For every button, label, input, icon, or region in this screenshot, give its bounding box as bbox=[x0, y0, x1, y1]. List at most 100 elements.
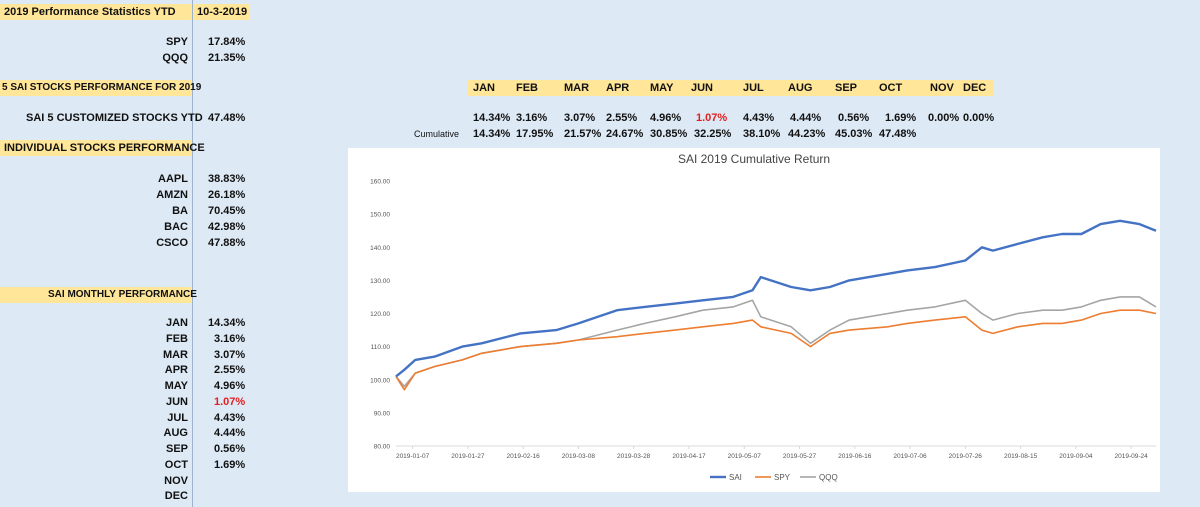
month-header: DEC bbox=[963, 82, 987, 94]
y-tick-label: 110.00 bbox=[371, 344, 391, 351]
month-label: APR bbox=[164, 364, 188, 376]
y-tick-label: 150.00 bbox=[370, 212, 390, 219]
stock-label: AAPL bbox=[158, 173, 188, 185]
stock-label: BA bbox=[172, 205, 188, 217]
x-tick-label: 2019-02-16 bbox=[507, 453, 541, 460]
month-label: MAR bbox=[162, 349, 188, 361]
month-header: APR bbox=[606, 82, 630, 94]
column-divider bbox=[192, 0, 193, 507]
chart-svg: SAI 2019 Cumulative Return 80.00 90.00 100.… bbox=[370, 152, 1157, 482]
month-header: MAY bbox=[650, 82, 674, 94]
stock-value: 38.83% bbox=[208, 173, 246, 185]
cumulative-cell: 30.85% bbox=[650, 128, 688, 140]
y-tick-label: 140.00 bbox=[370, 245, 390, 252]
monthly-return-cell: 2.55% bbox=[606, 112, 638, 124]
monthly-return-cell: 0.00% bbox=[928, 112, 960, 124]
month-label: JAN bbox=[165, 317, 188, 329]
monthly-return-cell: 4.43% bbox=[743, 112, 775, 124]
x-tick-label: 2019-09-24 bbox=[1115, 453, 1149, 460]
month-value: 4.43% bbox=[214, 412, 246, 424]
stock-label: BAC bbox=[164, 221, 188, 233]
legend-label-sai: SAI bbox=[729, 473, 742, 482]
month-label: JUN bbox=[165, 396, 188, 408]
series-line-qqq bbox=[395, 296, 1157, 388]
month-label: FEB bbox=[166, 333, 188, 345]
report-date: 10-3-2019 bbox=[193, 4, 249, 20]
month-header: NOV bbox=[930, 82, 954, 94]
cumulative-label: Cumulative bbox=[414, 129, 460, 139]
month-label: OCT bbox=[164, 459, 188, 471]
sai-section-title: 5 SAI STOCKS PERFORMANCE FOR 2019 bbox=[0, 80, 201, 96]
y-tick-label: 80.00 bbox=[374, 444, 391, 451]
x-tick-label: 2019-03-28 bbox=[617, 453, 651, 460]
x-tick-label: 2019-07-06 bbox=[893, 453, 927, 460]
individual-section-title: INDIVIDUAL STOCKS PERFORMANCE bbox=[0, 140, 205, 156]
month-header: AUG bbox=[788, 82, 813, 94]
stock-value: 26.18% bbox=[208, 189, 246, 201]
month-value: 3.16% bbox=[214, 333, 246, 345]
month-label: NOV bbox=[164, 475, 188, 487]
x-tick-label: 2019-04-17 bbox=[672, 453, 706, 460]
stock-label: AMZN bbox=[156, 189, 188, 201]
cumulative-cell: 38.10% bbox=[743, 128, 781, 140]
monthly-return-cell: 1.07% bbox=[696, 112, 728, 124]
y-tick-label: 120.00 bbox=[370, 311, 390, 318]
cumulative-cell: 44.23% bbox=[788, 128, 826, 140]
legend-label-qqq: QQQ bbox=[819, 473, 838, 482]
monthly-return-cell: 0.00% bbox=[963, 112, 995, 124]
month-value: 14.34% bbox=[208, 317, 246, 329]
legend-label-spy: SPY bbox=[774, 473, 791, 482]
month-value: 3.07% bbox=[214, 349, 246, 361]
monthly-return-cell: 1.69% bbox=[885, 112, 917, 124]
x-tick-label: 2019-05-27 bbox=[783, 453, 817, 460]
monthly-section-title: SAI MONTHLY PERFORMANCE bbox=[0, 287, 197, 303]
month-header: JUN bbox=[691, 82, 714, 94]
cumulative-cell: 45.03% bbox=[835, 128, 873, 140]
monthly-return-cell: 3.16% bbox=[516, 112, 548, 124]
benchmark-value: 21.35% bbox=[208, 52, 246, 64]
month-value: 4.96% bbox=[214, 380, 246, 392]
stock-value: 70.45% bbox=[208, 205, 246, 217]
monthly-return-cell: 4.96% bbox=[650, 112, 682, 124]
x-tick-label: 2019-06-16 bbox=[838, 453, 872, 460]
monthly-return-cell: 4.44% bbox=[790, 112, 822, 124]
sai-ytd-label: SAI 5 CUSTOMIZED STOCKS YTD bbox=[26, 112, 203, 124]
benchmark-value: 17.84% bbox=[208, 36, 246, 48]
monthly-return-cell: 3.07% bbox=[564, 112, 596, 124]
benchmark-label: SPY bbox=[165, 36, 188, 48]
month-header: JUL bbox=[743, 82, 764, 94]
month-value: 0.56% bbox=[214, 443, 246, 455]
cumulative-cell: 47.48% bbox=[879, 128, 917, 140]
month-label: MAY bbox=[164, 380, 188, 392]
month-label: DEC bbox=[164, 490, 188, 502]
month-value: 1.07% bbox=[214, 396, 246, 408]
stock-value: 47.88% bbox=[208, 237, 246, 249]
month-header: FEB bbox=[516, 82, 538, 94]
month-value: 4.44% bbox=[214, 427, 246, 439]
chart-title: SAI 2019 Cumulative Return bbox=[678, 152, 830, 166]
month-header: OCT bbox=[879, 82, 903, 94]
x-tick-label: 2019-01-27 bbox=[451, 453, 485, 460]
month-value: 1.69% bbox=[214, 459, 246, 471]
month-header: SEP bbox=[835, 82, 858, 94]
cumulative-cell: 32.25% bbox=[694, 128, 732, 140]
stock-value: 42.98% bbox=[208, 221, 246, 233]
month-header: MAR bbox=[564, 82, 590, 94]
month-label: AUG bbox=[163, 427, 188, 439]
y-tick-label: 160.00 bbox=[370, 179, 390, 186]
cumulative-cell: 24.67% bbox=[606, 128, 644, 140]
month-label: JUL bbox=[167, 412, 188, 424]
page-title: 2019 Performance Statistics YTD bbox=[0, 4, 191, 20]
month-value: 2.55% bbox=[214, 364, 246, 376]
x-tick-label: 2019-09-04 bbox=[1059, 453, 1093, 460]
x-tick-label: 2019-08-15 bbox=[1004, 453, 1038, 460]
cumulative-cell: 21.57% bbox=[564, 128, 602, 140]
cumulative-cell: 14.34% bbox=[473, 128, 511, 140]
x-tick-label: 2019-01-07 bbox=[396, 453, 430, 460]
month-header-band bbox=[468, 80, 994, 96]
series-line-spy bbox=[395, 309, 1157, 391]
x-tick-label: 2019-05-07 bbox=[728, 453, 762, 460]
series-line-sai bbox=[395, 219, 1157, 378]
y-tick-label: 130.00 bbox=[370, 278, 390, 285]
cumulative-return-chart: SAI 2019 Cumulative Return 80.00 90.00 100.… bbox=[348, 148, 1160, 492]
